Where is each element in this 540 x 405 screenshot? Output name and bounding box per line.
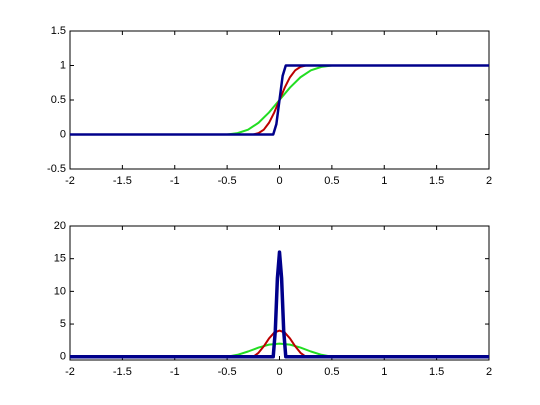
axes-box	[69, 225, 490, 361]
x-tick-label: -0.5	[218, 175, 237, 187]
x-tick-label: 0.5	[324, 175, 339, 187]
x-tick-label: -1.5	[113, 175, 132, 187]
x-tick-label: -2	[65, 175, 75, 187]
y-tick-label: -0.5	[47, 163, 66, 175]
y-tick-label: 1.5	[51, 25, 66, 37]
x-tick-label: 0	[276, 175, 282, 187]
x-tick-label: 1.5	[429, 175, 444, 187]
x-tick-label: 0	[276, 366, 282, 378]
x-tick-label: 2	[486, 366, 492, 378]
y-tick-label: 0	[60, 128, 66, 140]
series-line	[70, 64, 489, 136]
series-line	[70, 329, 489, 358]
series-line	[70, 250, 489, 359]
y-tick-label: 0	[60, 351, 66, 363]
y-tick-label: 10	[54, 285, 66, 297]
x-tick-label: 2	[486, 175, 492, 187]
series-line	[70, 342, 489, 358]
y-tick-label: 0.5	[51, 94, 66, 106]
x-tick-label: -1.5	[113, 366, 132, 378]
x-tick-label: -0.5	[218, 366, 237, 378]
x-tick-label: -1	[170, 175, 180, 187]
x-tick-label: 1	[381, 175, 387, 187]
x-tick-label: -1	[170, 366, 180, 378]
y-tick-label: 1	[60, 59, 66, 71]
y-tick-label: 15	[54, 253, 66, 265]
y-tick-label: 5	[60, 318, 66, 330]
x-tick-label: 0.5	[324, 366, 339, 378]
y-tick-label: 20	[54, 220, 66, 232]
x-tick-label: -2	[65, 366, 75, 378]
x-tick-label: 1	[381, 366, 387, 378]
x-tick-label: 1.5	[429, 366, 444, 378]
